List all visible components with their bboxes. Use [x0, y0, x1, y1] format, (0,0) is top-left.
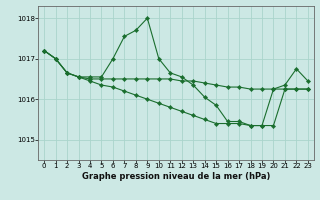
- X-axis label: Graphe pression niveau de la mer (hPa): Graphe pression niveau de la mer (hPa): [82, 172, 270, 181]
